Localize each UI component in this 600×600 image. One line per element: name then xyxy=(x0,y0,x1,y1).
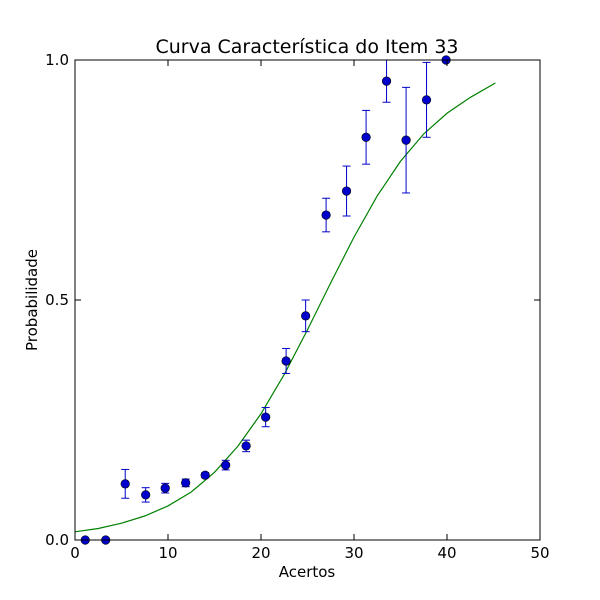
data-point xyxy=(301,311,311,321)
data-point xyxy=(361,132,371,142)
y-tick-label: 0.5 xyxy=(45,291,69,309)
fitted-curve-line xyxy=(74,82,496,533)
y-tick-label: 0.0 xyxy=(45,531,69,549)
x-tick-label: 50 xyxy=(530,544,549,562)
data-point xyxy=(221,460,231,470)
data-point xyxy=(181,478,191,488)
ticks-layer: 0 10 20 30 40 50 0.0 0.5 1.0 xyxy=(45,51,549,562)
x-tick-label: 40 xyxy=(437,544,456,562)
chart-title: Curva Característica do Item 33 xyxy=(155,36,458,58)
data-point xyxy=(381,76,392,86)
x-axis-label: Acertos xyxy=(279,563,336,581)
data-point xyxy=(421,95,432,105)
y-tick-label: 1.0 xyxy=(45,51,69,69)
data-point xyxy=(120,479,130,489)
x-tick-label: 20 xyxy=(251,544,270,562)
data-point xyxy=(160,483,170,493)
data-point xyxy=(241,441,251,451)
y-axis-label: Probabilidade xyxy=(23,249,41,351)
plot-area xyxy=(74,55,496,545)
x-tick-label: 10 xyxy=(158,544,177,562)
data-point xyxy=(321,210,331,220)
data-point xyxy=(281,356,291,366)
data-point xyxy=(401,135,411,145)
data-point xyxy=(341,186,352,196)
x-tick-label: 30 xyxy=(344,544,363,562)
data-point xyxy=(200,470,210,480)
data-point xyxy=(141,490,151,500)
data-point xyxy=(261,412,271,422)
x-tick-label: 0 xyxy=(70,544,80,562)
